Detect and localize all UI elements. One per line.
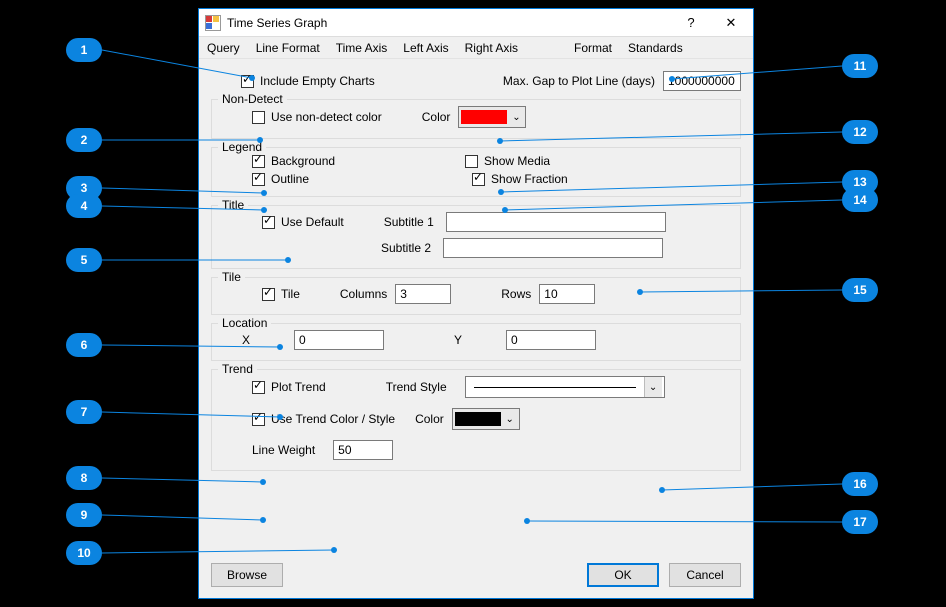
- help-button[interactable]: ?: [671, 9, 711, 37]
- callout-badge: 11: [842, 54, 878, 78]
- subtitle2-label: Subtitle 2: [381, 241, 435, 255]
- non-detect-color-label: Color: [422, 110, 451, 124]
- title-use-default-label: Use Default: [281, 215, 344, 229]
- callout-badge: 14: [842, 188, 878, 212]
- callout-badge: 6: [66, 333, 102, 357]
- chevron-down-icon: ⌄: [509, 112, 523, 123]
- use-trend-color-checkbox[interactable]: [252, 413, 265, 426]
- close-button[interactable]: ✕: [711, 9, 751, 37]
- location-y-label: Y: [454, 333, 468, 347]
- legend-show-fraction-checkbox[interactable]: [472, 173, 485, 186]
- callout-badge: 10: [66, 541, 102, 565]
- include-empty-label: Include Empty Charts: [260, 74, 375, 88]
- titlebar: Time Series Graph ? ✕: [199, 9, 753, 37]
- trend-color-label: Color: [415, 412, 444, 426]
- menu-left-axis[interactable]: Left Axis: [395, 37, 456, 58]
- callout-badge: 1: [66, 38, 102, 62]
- legend-outline-label: Outline: [271, 172, 309, 186]
- location-x-label: X: [242, 333, 256, 347]
- window-title: Time Series Graph: [227, 16, 671, 30]
- app-icon: [205, 15, 221, 31]
- legend-background-label: Background: [271, 154, 335, 168]
- dialog-footer: Browse OK Cancel: [199, 558, 753, 598]
- callout-badge: 5: [66, 248, 102, 272]
- group-location: Location X Y: [211, 323, 741, 361]
- gap-label: Max. Gap to Plot Line (days): [503, 74, 655, 88]
- callout-badge: 12: [842, 120, 878, 144]
- callout-badge: 4: [66, 194, 102, 218]
- menu-line-format[interactable]: Line Format: [248, 37, 328, 58]
- gap-input[interactable]: [663, 71, 741, 91]
- subtitle1-label: Subtitle 1: [384, 215, 438, 229]
- browse-button[interactable]: Browse: [211, 563, 283, 587]
- group-non-detect: Non-Detect Use non-detect color Color ⌄: [211, 99, 741, 139]
- chevron-down-icon: ⌄: [503, 414, 517, 425]
- callout-badge: 15: [842, 278, 878, 302]
- line-weight-input[interactable]: [333, 440, 393, 460]
- group-legend: Legend Background Show Media Outline Sho…: [211, 147, 741, 197]
- location-x-input[interactable]: [294, 330, 384, 350]
- legend-show-media-label: Show Media: [484, 154, 550, 168]
- legend-show-media-checkbox[interactable]: [465, 155, 478, 168]
- menu-right-axis[interactable]: Right Axis: [457, 37, 526, 58]
- chevron-down-icon: ⌄: [644, 377, 662, 397]
- dialog-body: Include Empty Charts Max. Gap to Plot Li…: [199, 59, 753, 558]
- trend-color-picker[interactable]: ⌄: [452, 408, 520, 430]
- group-trend-title: Trend: [218, 362, 257, 376]
- callout-badge: 2: [66, 128, 102, 152]
- menu-query[interactable]: Query: [199, 37, 248, 58]
- group-tile: Tile Tile Columns Rows: [211, 277, 741, 315]
- use-non-detect-checkbox[interactable]: [252, 111, 265, 124]
- dialog-window: Time Series Graph ? ✕ Query Line Format …: [198, 8, 754, 599]
- plot-trend-checkbox[interactable]: [252, 381, 265, 394]
- group-location-title: Location: [218, 316, 271, 330]
- tile-label: Tile: [281, 287, 300, 301]
- callout-badge: 17: [842, 510, 878, 534]
- plot-trend-label: Plot Trend: [271, 380, 326, 394]
- legend-background-checkbox[interactable]: [252, 155, 265, 168]
- location-y-input[interactable]: [506, 330, 596, 350]
- include-empty-checkbox[interactable]: [241, 75, 254, 88]
- menu-standards[interactable]: Standards: [620, 37, 691, 58]
- use-non-detect-label: Use non-detect color: [271, 110, 382, 124]
- columns-label: Columns: [340, 287, 387, 301]
- trend-style-preview: [474, 387, 636, 388]
- subtitle2-input[interactable]: [443, 238, 663, 258]
- callout-badge: 9: [66, 503, 102, 527]
- title-use-default-checkbox[interactable]: [262, 216, 275, 229]
- tile-checkbox[interactable]: [262, 288, 275, 301]
- columns-input[interactable]: [395, 284, 451, 304]
- ok-button[interactable]: OK: [587, 563, 659, 587]
- use-trend-color-label: Use Trend Color / Style: [271, 412, 395, 426]
- callout-badge: 7: [66, 400, 102, 424]
- callout-badge: 8: [66, 466, 102, 490]
- group-trend: Trend Plot Trend Trend Style ⌄ Use Trend…: [211, 369, 741, 471]
- group-title: Title Use Default Subtitle 1 Subtitle 2: [211, 205, 741, 269]
- legend-outline-checkbox[interactable]: [252, 173, 265, 186]
- group-title-title: Title: [218, 198, 248, 212]
- menubar: Query Line Format Time Axis Left Axis Ri…: [199, 37, 753, 59]
- cancel-button[interactable]: Cancel: [669, 563, 741, 587]
- line-weight-label: Line Weight: [252, 443, 315, 457]
- menu-time-axis[interactable]: Time Axis: [328, 37, 396, 58]
- non-detect-color-picker[interactable]: ⌄: [458, 106, 526, 128]
- rows-input[interactable]: [539, 284, 595, 304]
- group-tile-title: Tile: [218, 270, 245, 284]
- menu-format[interactable]: Format: [566, 37, 620, 58]
- legend-show-fraction-label: Show Fraction: [491, 172, 568, 186]
- subtitle1-input[interactable]: [446, 212, 666, 232]
- rows-label: Rows: [501, 287, 531, 301]
- callout-badge: 16: [842, 472, 878, 496]
- trend-style-label: Trend Style: [386, 380, 447, 394]
- group-non-detect-title: Non-Detect: [218, 92, 287, 106]
- trend-style-combo[interactable]: ⌄: [465, 376, 665, 398]
